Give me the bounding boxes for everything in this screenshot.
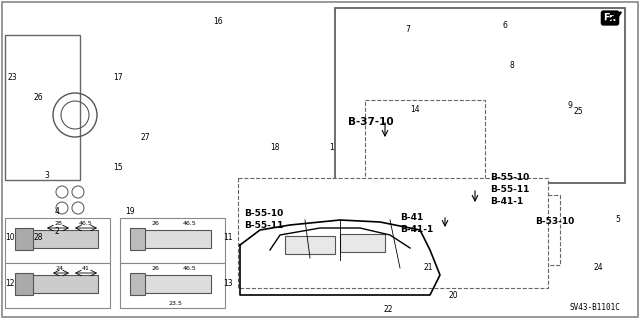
Text: 28: 28 [54, 221, 62, 226]
Bar [30, 275, 98, 293]
Text: 22: 22 [383, 306, 393, 315]
Bar [5, 218, 110, 263]
Text: 46.5: 46.5 [183, 221, 197, 226]
Bar [430, 195, 560, 265]
Bar [15, 273, 33, 295]
Text: B-55-10: B-55-10 [490, 174, 529, 182]
Bar [5, 35, 80, 180]
Text: 46.5: 46.5 [183, 266, 197, 271]
Text: 25: 25 [573, 108, 583, 116]
Text: 1: 1 [330, 144, 334, 152]
Text: 46.5: 46.5 [79, 221, 93, 226]
Bar [5, 263, 110, 308]
Text: Fr.: Fr. [604, 13, 616, 23]
Bar [335, 8, 625, 183]
Text: B-41-1: B-41-1 [490, 197, 524, 206]
Text: 28: 28 [33, 234, 43, 242]
Text: 23.5: 23.5 [168, 301, 182, 306]
Text: B-55-11: B-55-11 [490, 186, 529, 195]
Bar [130, 273, 145, 295]
Text: 3: 3 [45, 170, 49, 180]
Text: B-37-10: B-37-10 [348, 117, 394, 127]
Text: B-55-11: B-55-11 [244, 221, 284, 231]
Text: 26: 26 [151, 221, 159, 226]
Text: 6: 6 [502, 20, 508, 29]
Text: 8: 8 [509, 61, 515, 70]
Bar [285, 236, 335, 254]
Text: SV43-B1101C: SV43-B1101C [570, 303, 621, 313]
Text: B-55-10: B-55-10 [244, 210, 284, 219]
Text: 11: 11 [223, 234, 233, 242]
Bar [340, 234, 385, 252]
Text: 20: 20 [448, 291, 458, 300]
Bar [365, 100, 485, 180]
Text: 15: 15 [113, 164, 123, 173]
Text: 23: 23 [7, 73, 17, 83]
Text: 21: 21 [423, 263, 433, 272]
Bar [238, 178, 548, 288]
Bar [120, 218, 225, 263]
Text: 26: 26 [151, 266, 159, 271]
Bar [30, 230, 98, 248]
Text: 14: 14 [410, 106, 420, 115]
Bar [15, 228, 33, 250]
Text: 16: 16 [213, 18, 223, 26]
Text: 18: 18 [270, 144, 280, 152]
Bar [130, 228, 145, 250]
Text: 2: 2 [54, 227, 60, 236]
Text: 12: 12 [5, 278, 15, 287]
Text: 7: 7 [406, 26, 410, 34]
Text: B-53-10: B-53-10 [535, 218, 574, 226]
Text: 19: 19 [125, 207, 135, 217]
Text: 26: 26 [33, 93, 43, 102]
Text: 27: 27 [140, 133, 150, 143]
Text: 9: 9 [568, 100, 572, 109]
Text: B-41-1: B-41-1 [400, 226, 433, 234]
Text: 13: 13 [223, 278, 233, 287]
Text: B-41: B-41 [400, 213, 423, 222]
Bar [143, 230, 211, 248]
Bar [143, 275, 211, 293]
Text: 4: 4 [54, 207, 60, 217]
Text: 24: 24 [56, 266, 64, 271]
Text: 24: 24 [593, 263, 603, 272]
Text: 17: 17 [113, 73, 123, 83]
Text: 41: 41 [82, 266, 90, 271]
Bar [120, 263, 225, 308]
Text: 5: 5 [616, 216, 620, 225]
Text: 10: 10 [5, 234, 15, 242]
